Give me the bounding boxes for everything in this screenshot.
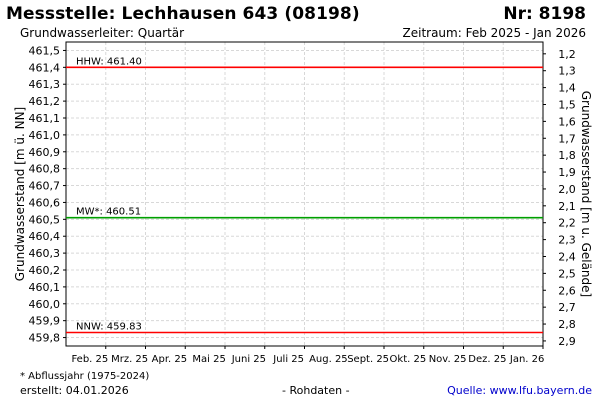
right-tick-label: 1,2 (558, 48, 576, 61)
left-tick-label: 460,5 (29, 213, 61, 226)
x-tick-label: Okt. 25 (390, 354, 427, 365)
x-axis: Feb. 25 Mrz. 25 Apr. 25 Mai 25 Juni 25 Juli 2… (71, 346, 544, 365)
right-tick-label: 2,8 (558, 318, 576, 331)
left-tick-label: 461,0 (29, 129, 61, 142)
right-axis: 1,2 1,3 1,4 1,5 1,6 1,7 1,8 1,9 2,0 2,1 2,2 2,3 2,4 2… (543, 48, 576, 348)
right-tick-label: 1,3 (558, 65, 576, 78)
reference-label-nnw: NNW: 459.83 (76, 321, 142, 332)
period-label: Zeitraum: Feb 2025 - Jan 2026 (402, 26, 587, 40)
left-tick-label: 461,5 (29, 44, 61, 57)
left-tick-label: 460,0 (29, 298, 61, 311)
x-tick-label: Apr. 25 (152, 354, 187, 365)
left-tick-label: 460,3 (29, 247, 61, 260)
left-tick-label: 459,8 (29, 332, 61, 345)
left-tick-label: 461,1 (29, 112, 61, 125)
grid-layer (65, 42, 544, 346)
raw-data-label: - Rohdaten - (282, 384, 350, 397)
aquifer-label: Grundwasserleiter: Quartär (20, 26, 185, 40)
source-link[interactable]: Quelle: www.lfu.bayern.de (447, 384, 592, 397)
right-tick-label: 2,0 (558, 183, 576, 196)
reference-label-mw: MW*: 460.51 (76, 207, 141, 218)
left-tick-label: 460,7 (29, 180, 61, 193)
right-tick-label: 2,4 (558, 250, 576, 263)
right-tick-label: 1,4 (558, 82, 576, 95)
right-tick-label: 2,9 (558, 335, 576, 348)
left-tick-label: 460,1 (29, 281, 61, 294)
left-axis: 461,5 461,4 461,3 461,2 461,1 461,0 460,9 460,8… (29, 44, 66, 345)
right-tick-label: 1,7 (558, 132, 576, 145)
left-tick-label: 460,4 (29, 230, 61, 243)
y-axis-label-left: Grundwasserstand [m ü. NN] (13, 107, 27, 281)
right-tick-label: 1,6 (558, 115, 576, 128)
right-tick-label: 2,1 (558, 200, 576, 213)
right-tick-label: 1,8 (558, 149, 576, 162)
left-tick-label: 459,9 (29, 315, 61, 328)
footnote: * Abflussjahr (1975-2024) (20, 371, 150, 382)
left-tick-label: 461,2 (29, 95, 61, 108)
right-tick-label: 2,5 (558, 267, 576, 280)
left-tick-label: 460,2 (29, 264, 61, 277)
reference-lines: HHW: 461.40 MW*: 460.51 NNW: 459.83 (66, 56, 543, 334)
x-tick-label: Jan. 26 (509, 354, 545, 365)
x-tick-label: Dez. 25 (468, 354, 506, 365)
left-tick-label: 460,6 (29, 196, 61, 209)
y-axis-label-right: Grundwasserstand [m u. Gelände] (579, 91, 593, 297)
right-tick-label: 1,9 (558, 166, 576, 179)
x-tick-label: Juli 25 (272, 354, 304, 365)
left-tick-label: 461,4 (29, 61, 61, 74)
x-tick-label: Mrz. 25 (111, 354, 148, 365)
x-tick-label: Sept. 25 (347, 354, 389, 365)
right-tick-label: 2,7 (558, 301, 576, 314)
reference-label-hhw: HHW: 461.40 (76, 56, 142, 67)
right-tick-label: 1,5 (558, 98, 576, 111)
right-tick-label: 2,3 (558, 234, 576, 247)
station-number: Nr: 8198 (503, 4, 586, 24)
left-tick-label: 460,8 (29, 163, 61, 176)
left-tick-label: 460,9 (29, 146, 61, 159)
right-tick-label: 2,6 (558, 284, 576, 297)
right-tick-label: 2,2 (558, 217, 576, 230)
created-date: erstellt: 04.01.2026 (20, 384, 129, 397)
x-tick-label: Aug. 25 (309, 354, 348, 365)
left-tick-label: 461,3 (29, 78, 61, 91)
x-tick-label: Juni 25 (231, 354, 266, 365)
x-tick-label: Nov. 25 (429, 354, 467, 365)
x-tick-label: Mai 25 (192, 354, 225, 365)
x-tick-label: Feb. 25 (71, 354, 108, 365)
station-title: Messstelle: Lechhausen 643 (08198) (6, 4, 360, 24)
